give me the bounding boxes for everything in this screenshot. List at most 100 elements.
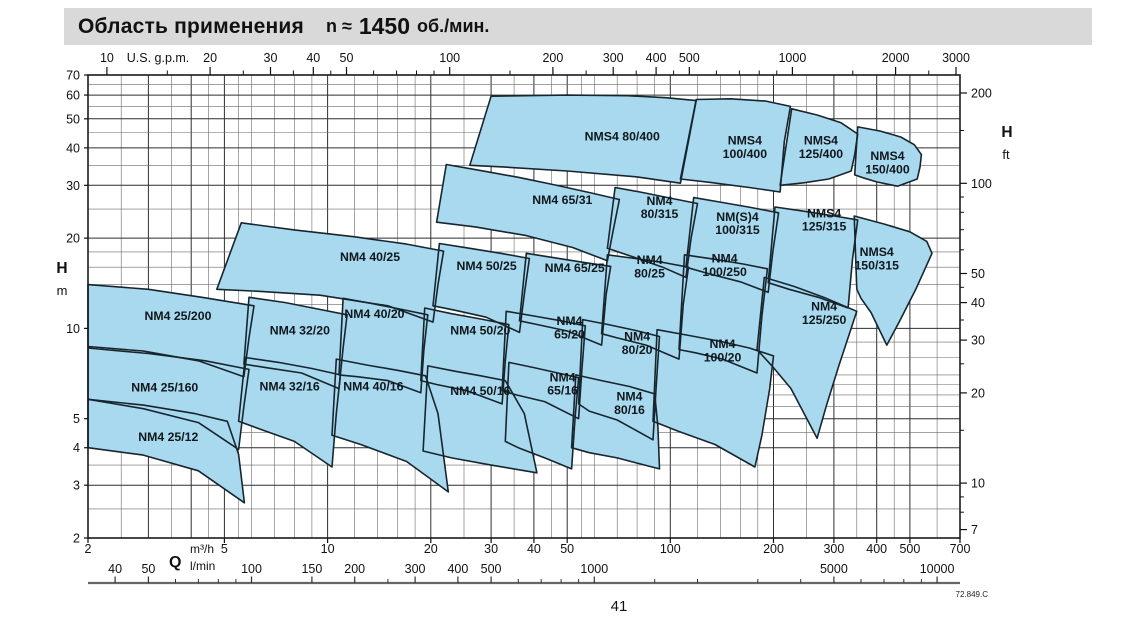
tick-label-m3h: 200 — [763, 542, 784, 556]
pump-region — [243, 297, 348, 389]
pump-region-outline — [504, 361, 580, 470]
region-label: NM4 80/20 — [622, 329, 653, 356]
axis-unit-m3h: m³/h — [190, 542, 214, 556]
tick-label-ft: 20 — [971, 386, 985, 400]
pump-region — [88, 348, 249, 450]
axis-top-gpm: 10 20 30 40 50 100 200 300 400 500 1000 2000 3000 U.S… — [100, 51, 970, 75]
pump-regions-outline — [87, 94, 933, 504]
axis-unit-ft: ft — [1002, 147, 1010, 162]
pump-region-outline — [87, 283, 255, 378]
pump-region-outline — [331, 358, 450, 493]
pump-region-outline — [87, 398, 246, 504]
tick-label-gpm: 2000 — [882, 51, 910, 65]
pump-region — [854, 216, 932, 346]
region-label: NMS4 100/400 — [723, 134, 768, 161]
region-label: NM4 65/16 — [547, 370, 578, 397]
tick-label-m3h: 30 — [484, 542, 498, 556]
region-label: NM4 32/20 — [270, 324, 330, 338]
tick-label-lmin: 200 — [344, 562, 365, 576]
region-label: NM4 80/315 — [641, 194, 679, 221]
axis-label-q: Q — [169, 554, 181, 571]
tick-label-m3h: 40 — [527, 542, 541, 556]
tick-label-lmin: 1000 — [580, 562, 608, 576]
tick-label-ft: 40 — [971, 296, 985, 310]
region-label: NM4 65/25 — [545, 261, 605, 275]
speed-prefix: n ≈ — [325, 16, 352, 36]
pump-regions-fill — [88, 95, 932, 503]
tick-label-m: 60 — [66, 89, 80, 103]
tick-label-lmin: 5000 — [820, 562, 848, 576]
pump-region — [780, 108, 858, 186]
region-label: NM4 125/250 — [802, 300, 847, 327]
tick-label-m: 40 — [66, 141, 80, 155]
tick-label-m3h: 700 — [950, 542, 971, 556]
region-label: NM4 25/200 — [144, 309, 211, 323]
pump-region-outline — [422, 365, 538, 474]
tick-label-m3h: 100 — [660, 542, 681, 556]
tick-label-m: 70 — [66, 69, 80, 83]
page-title: Область применения — [78, 14, 304, 38]
tick-label-gpm: 3000 — [942, 51, 970, 65]
tick-label-lmin: 300 — [405, 562, 426, 576]
tick-label-ft: 10 — [971, 477, 985, 491]
tick-label-lmin: 40 — [108, 562, 122, 576]
region-label: NM4 40/25 — [340, 250, 400, 264]
region-label: NM4 32/16 — [260, 380, 320, 394]
pump-region-outline — [606, 186, 699, 279]
pump-region — [578, 319, 660, 440]
tick-label-gpm: 50 — [340, 51, 354, 65]
region-labels: NM4 25/12 NM4 25/160 NM4 32/16 NM4 40/16 NM4… — [131, 129, 910, 444]
tick-label-m3h: 20 — [424, 542, 438, 556]
title-bar: Область применения n ≈ 1450 об./мин. — [64, 8, 1092, 45]
region-label: NMS4 125/400 — [799, 134, 844, 161]
pump-region — [601, 254, 689, 360]
pump-region-outline — [577, 318, 661, 441]
pump-region — [854, 126, 922, 187]
pump-region — [685, 197, 779, 293]
doc-reference: 72.849.C — [955, 590, 988, 599]
axis-right-ft: 200 100 50 40 30 20 10 7 Hft — [960, 87, 1013, 537]
axis-bottom-lmin: 40 50 100 150 200 300 400 500 1000 5000 10000 — [88, 562, 960, 585]
region-label: NMS4 150/315 — [854, 245, 899, 272]
speed-value: 1450 — [358, 13, 411, 39]
tick-label-lmin: 50 — [141, 562, 155, 576]
region-label: NMS4 80/400 — [585, 129, 660, 143]
pump-region-outline — [237, 356, 342, 468]
region-label: NM(S)4 100/315 — [715, 210, 760, 237]
axis-label-gpm: U.S. g.p.m. — [127, 51, 190, 65]
tick-label-lmin: 500 — [481, 562, 502, 576]
tick-label-gpm: 30 — [264, 51, 278, 65]
tick-label-m3h: 10 — [321, 542, 335, 556]
region-label: NM4 80/25 — [634, 253, 665, 280]
tick-label-gpm: 10 — [100, 51, 114, 65]
pump-region-outline — [518, 252, 612, 346]
tick-label-ft: 200 — [971, 87, 992, 101]
region-label: NM4 25/12 — [138, 430, 198, 444]
tick-label-lmin: 10000 — [920, 562, 955, 576]
region-label: NM4 65/20 — [554, 314, 585, 341]
tick-label-m: 4 — [73, 441, 80, 455]
plot-border — [87, 74, 961, 539]
region-label: NM4 80/16 — [614, 390, 645, 417]
pump-region-outline — [216, 222, 445, 323]
pump-region — [519, 253, 611, 346]
pump-region-outline — [87, 347, 250, 451]
pump-region — [238, 357, 341, 467]
pump-region-outline — [652, 328, 775, 468]
pump-region — [339, 298, 428, 393]
tick-label-m3h: 500 — [899, 542, 920, 556]
tick-label-m3h: 2 — [85, 542, 92, 556]
axis-left-m: 70 60 50 40 30 20 10 5 4 3 2 Hm — [56, 69, 88, 546]
tick-label-m: 5 — [73, 412, 80, 426]
pump-region-outline — [243, 296, 348, 390]
tick-label-gpm: 300 — [603, 51, 624, 65]
region-label: NM4 50/16 — [450, 384, 510, 398]
region-label: NM4 100/20 — [704, 337, 742, 364]
tick-label-m3h: 400 — [866, 542, 887, 556]
page-number: 41 — [610, 598, 628, 615]
pump-region — [757, 277, 857, 439]
tick-label-m: 30 — [66, 179, 80, 193]
pump-region-outline — [685, 196, 780, 294]
region-label: NM4 25/160 — [131, 381, 198, 395]
